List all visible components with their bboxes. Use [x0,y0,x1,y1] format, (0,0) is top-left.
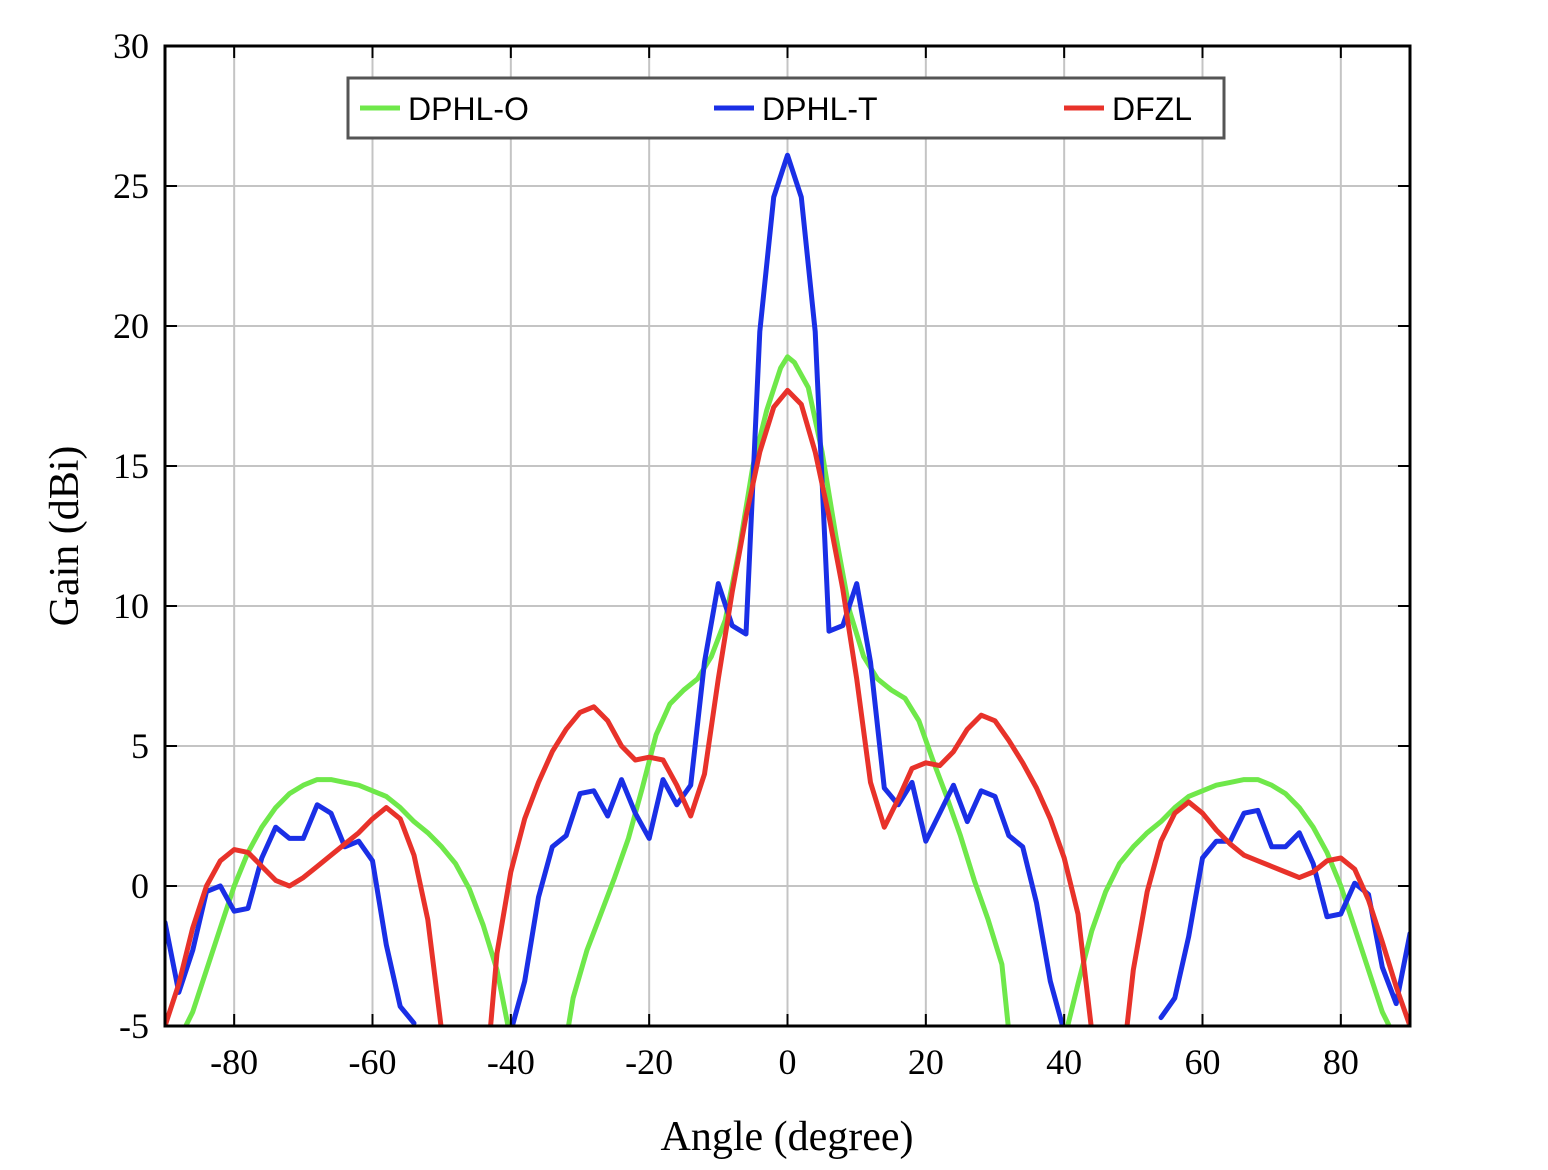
series-line-dphl-o [565,354,1011,1026]
series-line-dfzl [1124,799,1410,1026]
x-tick-label: -40 [487,1042,535,1082]
y-tick-label: 25 [113,166,149,206]
series-line-dfzl [488,387,1094,1026]
x-tick-label: -20 [625,1042,673,1082]
y-tick-label: 0 [131,866,149,906]
legend: DPHL-O DPHL-T DFZL [346,76,1226,140]
y-tick-label: -5 [119,1006,149,1046]
y-axis-title: Gain (dBi) [42,446,88,627]
x-tick-label: 40 [1046,1042,1082,1082]
x-tick-label: 20 [908,1042,944,1082]
series-line-dfzl [165,805,444,1026]
x-tick-label: 80 [1323,1042,1359,1082]
legend-label-dfzl: DFZL [1112,91,1192,127]
x-tick-label: -60 [349,1042,397,1082]
series-layer [165,152,1410,1026]
y-tick-label: 15 [113,446,149,486]
legend-label-dphl-t: DPHL-T [762,91,878,127]
series-line-dphl-o [1065,777,1393,1026]
y-tick-label: 30 [113,26,149,66]
series-line-dphl-t [509,152,1066,1026]
legend-label-dphl-o: DPHL-O [408,91,529,127]
series-line-dphl-o [182,777,511,1026]
axis-ticks: -80 -60 -40 -20 0 20 40 60 80 -5 0 5 10 15 20 25 30 [113,26,1410,1082]
grid-lines [165,45,1410,1027]
y-tick-label: 10 [113,586,149,626]
y-tick-label: 20 [113,306,149,346]
x-tick-label: 0 [779,1042,797,1082]
x-tick-label: 60 [1185,1042,1221,1082]
x-tick-label: -80 [210,1042,258,1082]
x-axis-title: Angle (degree) [660,1114,913,1160]
y-tick-label: 5 [131,726,149,766]
